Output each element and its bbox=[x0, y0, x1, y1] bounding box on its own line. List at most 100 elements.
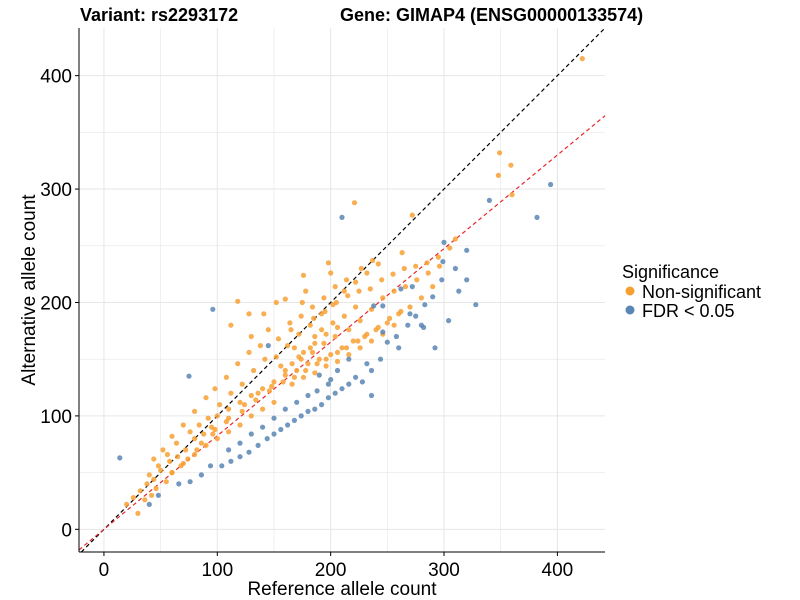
point-non-significant bbox=[155, 463, 161, 469]
point-fdr bbox=[228, 458, 234, 464]
point-non-significant bbox=[153, 485, 159, 492]
point-fdr bbox=[332, 390, 338, 396]
reference-line-fitted bbox=[78, 115, 606, 551]
point-non-significant bbox=[203, 395, 209, 401]
point-non-significant bbox=[194, 447, 200, 453]
point-non-significant bbox=[341, 313, 347, 319]
point-fdr bbox=[187, 479, 193, 485]
x-tick-label: 400 bbox=[542, 560, 574, 581]
point-non-significant bbox=[201, 431, 207, 437]
point-fdr bbox=[265, 343, 271, 349]
point-non-significant bbox=[435, 254, 441, 260]
point-non-significant bbox=[291, 345, 297, 351]
point-non-significant bbox=[357, 318, 363, 324]
point-fdr bbox=[464, 247, 470, 253]
point-non-significant bbox=[300, 349, 307, 355]
point-non-significant bbox=[217, 402, 223, 408]
point-non-significant bbox=[253, 397, 259, 403]
point-fdr bbox=[422, 302, 428, 308]
point-fdr bbox=[486, 197, 492, 203]
point-non-significant bbox=[452, 236, 458, 242]
point-fdr bbox=[339, 386, 345, 392]
point-non-significant bbox=[296, 331, 302, 337]
point-non-significant bbox=[137, 488, 143, 494]
point-non-significant bbox=[430, 284, 436, 290]
point-non-significant bbox=[399, 250, 405, 256]
point-non-significant bbox=[364, 270, 370, 276]
point-fdr bbox=[237, 454, 243, 460]
point-fdr bbox=[319, 402, 325, 408]
point-non-significant bbox=[235, 361, 241, 367]
point-fdr bbox=[271, 431, 277, 437]
legend: Significance Non-significant FDR < 0.05 bbox=[622, 262, 761, 321]
point-non-significant bbox=[398, 308, 404, 315]
legend-label-non-significant: Non-significant bbox=[642, 282, 761, 302]
point-fdr bbox=[271, 415, 277, 421]
point-non-significant bbox=[273, 299, 279, 306]
point-fdr bbox=[282, 406, 288, 412]
point-non-significant bbox=[311, 315, 317, 321]
reference-line-identity bbox=[80, 27, 606, 553]
point-fdr bbox=[346, 356, 352, 362]
point-fdr bbox=[405, 322, 411, 328]
point-non-significant bbox=[309, 304, 316, 310]
point-fdr bbox=[359, 379, 365, 385]
point-non-significant bbox=[330, 302, 336, 308]
point-fdr bbox=[446, 318, 452, 324]
point-non-significant bbox=[164, 451, 170, 458]
point-fdr bbox=[339, 214, 345, 220]
legend-title: Significance bbox=[622, 262, 719, 282]
point-non-significant bbox=[282, 372, 288, 378]
point-non-significant bbox=[307, 322, 313, 328]
point-non-significant bbox=[497, 150, 503, 156]
point-non-significant bbox=[351, 200, 358, 206]
point-non-significant bbox=[375, 261, 381, 267]
y-tick-label: 200 bbox=[40, 293, 72, 314]
point-non-significant bbox=[260, 386, 266, 392]
point-non-significant bbox=[332, 284, 338, 290]
point-non-significant bbox=[353, 304, 359, 310]
point-non-significant bbox=[402, 284, 409, 290]
point-fdr bbox=[237, 440, 243, 446]
point-non-significant bbox=[175, 454, 181, 460]
point-non-significant bbox=[579, 56, 585, 62]
point-non-significant bbox=[158, 467, 164, 473]
point-non-significant bbox=[124, 501, 130, 507]
point-non-significant bbox=[180, 422, 186, 428]
point-non-significant bbox=[409, 212, 415, 218]
point-non-significant bbox=[323, 363, 329, 369]
point-non-significant bbox=[303, 288, 309, 294]
point-non-significant bbox=[316, 356, 322, 362]
point-non-significant bbox=[239, 381, 245, 387]
point-non-significant bbox=[495, 172, 501, 178]
point-fdr bbox=[146, 501, 152, 507]
point-non-significant bbox=[343, 345, 350, 351]
point-non-significant bbox=[391, 288, 397, 294]
point-fdr bbox=[325, 395, 331, 401]
point-fdr bbox=[368, 367, 375, 374]
point-non-significant bbox=[375, 324, 381, 330]
point-non-significant bbox=[356, 288, 362, 294]
point-non-significant bbox=[418, 295, 424, 301]
point-non-significant bbox=[151, 476, 157, 482]
point-non-significant bbox=[180, 460, 186, 467]
point-non-significant bbox=[334, 324, 341, 330]
point-non-significant bbox=[384, 320, 390, 326]
point-non-significant bbox=[287, 320, 293, 326]
point-non-significant bbox=[325, 260, 331, 266]
point-non-significant bbox=[192, 436, 198, 442]
point-fdr bbox=[246, 449, 252, 455]
point-non-significant bbox=[343, 277, 350, 283]
point-non-significant bbox=[255, 390, 261, 396]
y-tick-label: 400 bbox=[40, 67, 72, 88]
point-fdr bbox=[441, 239, 447, 245]
point-fdr bbox=[117, 455, 123, 461]
point-non-significant bbox=[305, 361, 311, 367]
point-non-significant bbox=[358, 265, 364, 272]
point-non-significant bbox=[228, 322, 234, 328]
point-non-significant bbox=[328, 352, 334, 358]
point-non-significant bbox=[146, 472, 152, 478]
point-non-significant bbox=[214, 413, 220, 419]
point-fdr bbox=[316, 372, 322, 378]
point-non-significant bbox=[169, 470, 175, 476]
